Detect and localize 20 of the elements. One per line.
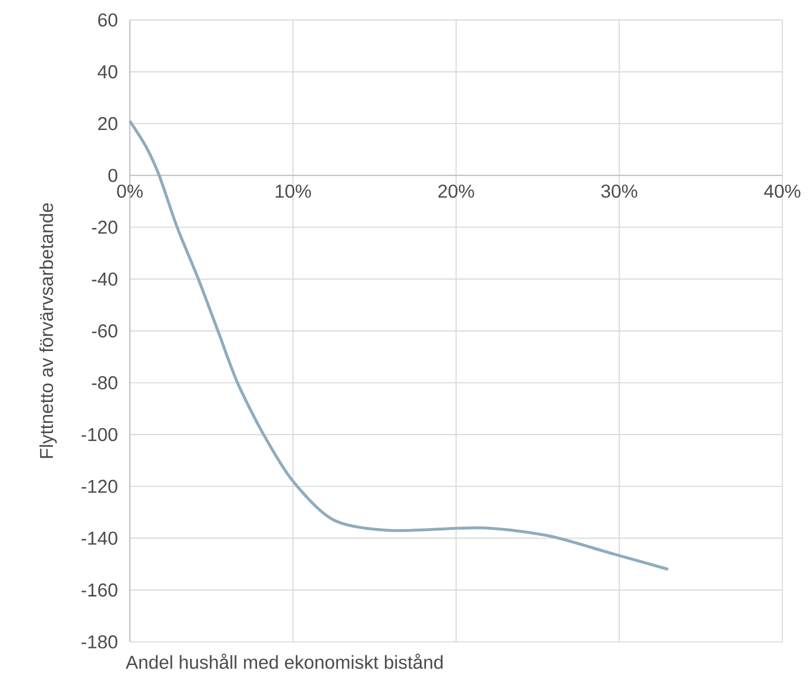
y-tick-label: -160: [82, 584, 118, 597]
y-tick-label: 0: [108, 168, 118, 182]
x-tick-label: 40%: [764, 184, 800, 198]
x-tick-label: 20%: [438, 184, 474, 198]
y-tick-label: 40: [98, 65, 118, 78]
y-tick-label: -120: [82, 480, 118, 494]
y-tick-label: -180: [82, 635, 118, 649]
y-tick-label: -140: [82, 532, 118, 545]
x-tick-label: 10%: [276, 184, 311, 198]
y-tick-label: 20: [98, 117, 118, 130]
y-axis-title: Flyttnetto av förvärvsarbetande: [39, 203, 57, 458]
y-tick-label: -20: [92, 220, 118, 234]
y-tick-label: -60: [92, 324, 118, 338]
x-axis-title: Andel hushåll med ekonomiskt bistånd: [126, 654, 443, 669]
y-tick-label: -100: [82, 428, 118, 442]
y-tick-label: 60: [98, 13, 118, 27]
y-tick-label: -80: [92, 376, 118, 390]
y-tick-label: -40: [92, 272, 118, 286]
x-tick-label: 30%: [601, 184, 638, 198]
x-tick-label: 0%: [117, 184, 143, 198]
